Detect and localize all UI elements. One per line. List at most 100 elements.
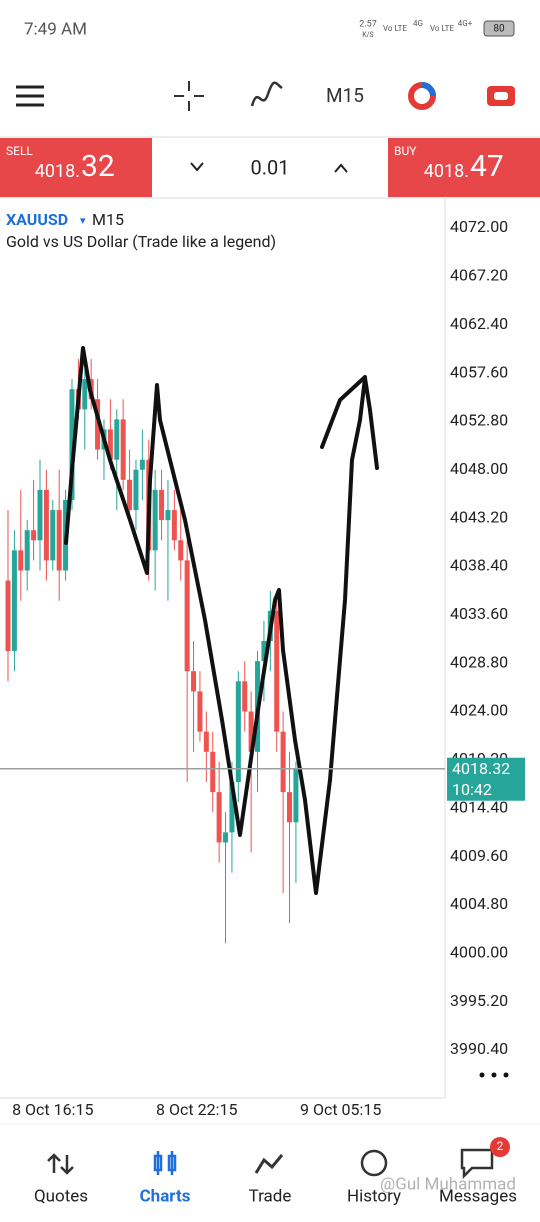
y-tick-label: 3990.40 bbox=[450, 1039, 508, 1058]
net2-gen: 4G+ bbox=[458, 19, 473, 28]
candle-body bbox=[69, 389, 75, 500]
sell-price-big: 32 bbox=[81, 149, 115, 184]
candle-body bbox=[274, 610, 280, 732]
sell-price-main: 4018. bbox=[35, 161, 80, 182]
candle-body bbox=[31, 530, 37, 541]
candle-body bbox=[223, 832, 229, 843]
messages-icon bbox=[460, 1148, 494, 1180]
nav: Quotes Charts Trade History Messages bbox=[34, 1186, 517, 1206]
battery bbox=[483, 20, 515, 37]
y-tick-label: 4057.60 bbox=[450, 362, 508, 381]
candle-body bbox=[56, 510, 62, 571]
buy-label: BUY bbox=[394, 144, 417, 158]
candle-body bbox=[95, 399, 101, 450]
candle-body bbox=[114, 419, 120, 460]
more-icon[interactable] bbox=[479, 1072, 509, 1078]
buy-price-big: 47 bbox=[470, 149, 504, 184]
menu-icon[interactable] bbox=[16, 85, 44, 107]
net-speed-unit: K/S bbox=[362, 31, 373, 39]
chart-description: Gold vs US Dollar (Trade like a legend) bbox=[6, 232, 276, 251]
candle-body bbox=[107, 429, 113, 460]
candle-body bbox=[152, 489, 158, 551]
sell-button[interactable] bbox=[0, 138, 152, 197]
timeframe-button[interactable]: M15 bbox=[326, 84, 364, 107]
x-tick-label: 9 Oct 05:15 bbox=[300, 1100, 381, 1119]
candle-body bbox=[127, 479, 133, 511]
sell-label: SELL bbox=[6, 144, 33, 158]
lot-down[interactable] bbox=[190, 162, 204, 172]
watermark: @Gul Muhammad bbox=[380, 1174, 516, 1194]
net1: Vo LTE bbox=[383, 24, 407, 33]
x-tick-label: 8 Oct 16:15 bbox=[12, 1100, 93, 1119]
net1-gen: 4G bbox=[413, 19, 423, 28]
nav-item[interactable]: History bbox=[347, 1186, 401, 1206]
symbol-arrow: ▾ bbox=[80, 214, 86, 227]
candle-body bbox=[82, 379, 88, 410]
net-speed: 2.57 bbox=[359, 19, 377, 29]
nav-item[interactable]: Messages bbox=[439, 1186, 517, 1206]
candle-body bbox=[159, 489, 165, 521]
history-icon bbox=[360, 1149, 388, 1177]
candle-body bbox=[171, 510, 177, 541]
y-tick-label: 4067.20 bbox=[450, 266, 508, 285]
candle-body bbox=[242, 681, 248, 712]
buy-button[interactable] bbox=[388, 138, 540, 197]
chart-timeframe: M15 bbox=[92, 210, 124, 229]
candle-body bbox=[133, 469, 139, 511]
status-time: 7:49 AM bbox=[24, 19, 87, 39]
candle-body bbox=[24, 530, 30, 571]
y-tick-label: 4043.20 bbox=[450, 507, 508, 526]
trade-icon bbox=[254, 1154, 284, 1174]
candle-body bbox=[191, 671, 197, 692]
y-tick-label: 4033.60 bbox=[450, 604, 508, 623]
candle-body bbox=[261, 641, 267, 662]
symbol[interactable]: XAUUSD bbox=[6, 210, 68, 229]
candle-body bbox=[43, 489, 49, 561]
nav-item[interactable]: Quotes bbox=[34, 1186, 88, 1206]
crosshair-icon[interactable] bbox=[174, 81, 204, 111]
candle-body bbox=[293, 768, 299, 823]
net2: Vo LTE bbox=[430, 24, 454, 33]
candle-body bbox=[287, 792, 293, 823]
candle-body bbox=[11, 550, 17, 652]
candle-body bbox=[216, 792, 222, 843]
y-tick-label: 4038.40 bbox=[450, 556, 508, 575]
candle-body bbox=[18, 550, 24, 571]
candle-body bbox=[197, 691, 203, 732]
y-tick-label: 4014.40 bbox=[450, 797, 508, 816]
candle-body bbox=[139, 459, 145, 470]
battery-level: 80 bbox=[493, 24, 505, 35]
candle-body bbox=[184, 560, 190, 672]
hand-drawing bbox=[64, 346, 379, 895]
y-tick-label: 4000.00 bbox=[450, 942, 508, 961]
y-tick-label: 4028.80 bbox=[450, 652, 508, 671]
candle-body bbox=[165, 510, 171, 521]
layout-icon-part bbox=[494, 92, 508, 100]
badge-count: 2 bbox=[497, 1139, 504, 1153]
price-tag-countdown: 10:42 bbox=[452, 780, 492, 799]
y-tick-label: 4048.00 bbox=[450, 459, 508, 478]
indicator-icon[interactable] bbox=[250, 81, 283, 107]
y-tick-label: 4052.80 bbox=[450, 411, 508, 430]
y-tick-label: 4009.60 bbox=[450, 846, 508, 865]
x-tick-label: 8 Oct 22:15 bbox=[156, 1100, 237, 1119]
candle-body bbox=[248, 711, 254, 752]
candle-body bbox=[280, 731, 286, 793]
nav-item[interactable]: Charts bbox=[140, 1186, 191, 1206]
price-tag bbox=[447, 757, 525, 801]
nav-item[interactable]: Trade bbox=[249, 1186, 292, 1206]
charts-icon bbox=[153, 1151, 177, 1175]
y-tick-label: 4004.80 bbox=[450, 894, 508, 913]
y-tick-label: 4062.40 bbox=[450, 314, 508, 333]
lot-up[interactable] bbox=[334, 163, 348, 173]
candle-body bbox=[120, 419, 126, 480]
buy-price-main: 4018. bbox=[424, 161, 469, 182]
y-tick-label: 4072.00 bbox=[450, 217, 508, 236]
candle-body bbox=[37, 489, 43, 541]
y-tick-label: 3995.20 bbox=[450, 991, 508, 1010]
candle-body bbox=[5, 580, 11, 652]
lot-size[interactable]: 0.01 bbox=[251, 155, 290, 179]
candle-body bbox=[235, 681, 241, 783]
